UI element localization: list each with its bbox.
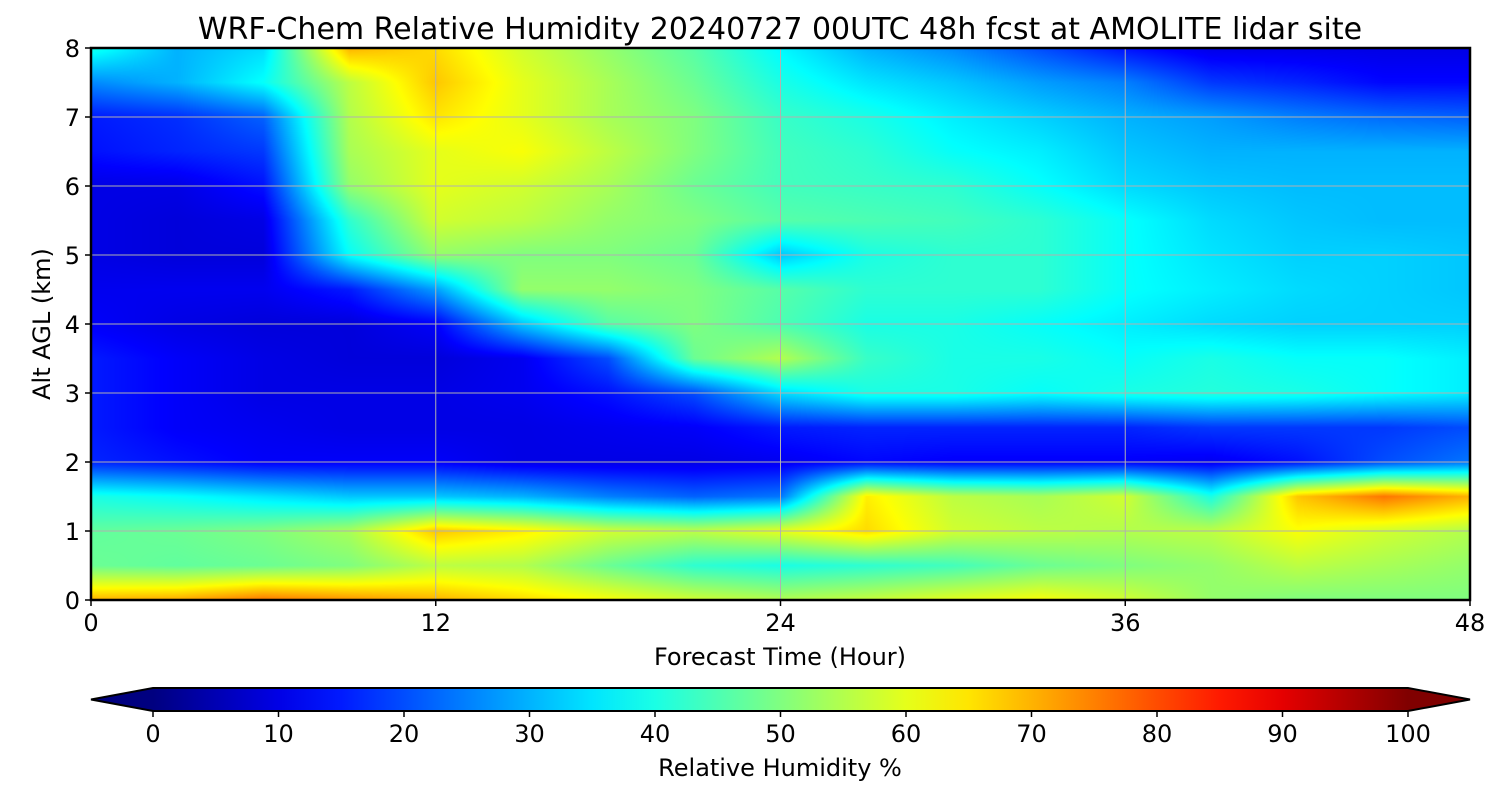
colorbar-tick-label: 40 (640, 720, 671, 748)
y-tick-label: 1 (65, 518, 80, 546)
y-tick-label: 7 (65, 104, 80, 132)
colorbar-tick-label: 10 (263, 720, 294, 748)
colorbar-tick-label: 20 (389, 720, 420, 748)
x-tick-label: 12 (420, 609, 451, 637)
colorbar-tick-label: 70 (1016, 720, 1047, 748)
colorbar-tick-label: 80 (1142, 720, 1173, 748)
chart-title: WRF-Chem Relative Humidity 20240727 00UT… (198, 12, 1362, 47)
colorbar-max-arrow (1408, 688, 1470, 711)
x-tick-label: 0 (83, 609, 98, 637)
colorbar-tick-label: 50 (765, 720, 796, 748)
x-tick-label: 48 (1455, 609, 1486, 637)
colorbar-min-arrow (91, 688, 153, 711)
colorbar-tick-label: 100 (1385, 720, 1431, 748)
y-tick-label: 4 (65, 311, 80, 339)
colorbar-gradient (153, 688, 1408, 711)
y-axis-label: Alt AGL (km) (28, 248, 56, 400)
y-tick-label: 6 (65, 173, 80, 201)
x-axis: 0 12 24 36 48 (83, 600, 1485, 637)
y-tick-label: 8 (65, 35, 80, 63)
colorbar-tick-label: 30 (514, 720, 545, 748)
colorbar: 0 10 20 30 40 50 60 70 80 90 100 (90, 687, 1471, 748)
x-axis-label: Forecast Time (Hour) (654, 643, 906, 671)
y-tick-label: 2 (65, 449, 80, 477)
colorbar-tick-label: 0 (145, 720, 160, 748)
y-tick-label: 5 (65, 242, 80, 270)
colorbar-tick-label: 60 (891, 720, 922, 748)
colorbar-label: Relative Humidity % (658, 754, 902, 782)
y-tick-label: 0 (65, 587, 80, 615)
y-tick-label: 3 (65, 380, 80, 408)
x-tick-label: 36 (1110, 609, 1141, 637)
y-axis: 0 1 2 3 4 5 6 7 8 (65, 35, 91, 615)
x-tick-label: 24 (765, 609, 796, 637)
colorbar-tick-label: 90 (1267, 720, 1298, 748)
